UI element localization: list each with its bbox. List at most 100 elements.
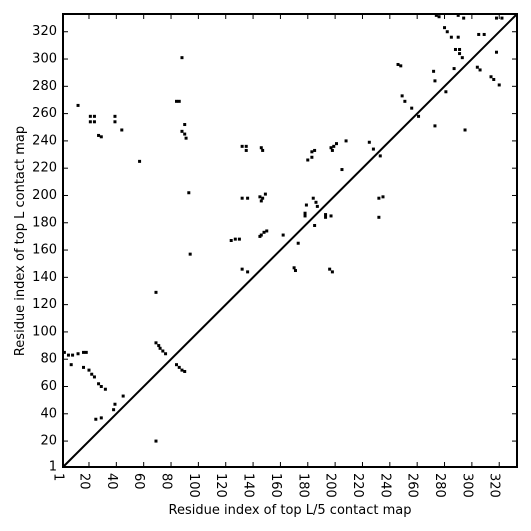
contact-point <box>244 144 248 148</box>
contact-point <box>97 133 101 137</box>
contact-point <box>443 26 447 30</box>
contact-point <box>158 346 162 350</box>
contact-point <box>82 365 86 369</box>
contact-point <box>99 384 103 388</box>
contact-point <box>183 369 187 373</box>
contact-point <box>259 199 263 203</box>
contact-point <box>97 382 101 386</box>
contact-point <box>311 196 315 200</box>
contact-point <box>329 146 333 150</box>
contact-point <box>497 83 501 87</box>
x-tick-label: 180 <box>295 473 310 498</box>
y-tick-label: 160 <box>32 243 57 258</box>
contact-point <box>92 120 96 124</box>
contact-point <box>180 56 184 60</box>
contact-point <box>177 365 181 369</box>
y-tick-label: 320 <box>32 24 57 39</box>
y-tick-label: 20 <box>40 434 57 449</box>
y-tick-label: 200 <box>32 188 57 203</box>
contact-point <box>188 252 192 256</box>
contact-point <box>433 124 437 128</box>
contact-point <box>434 13 438 17</box>
x-tick-label: 40 <box>104 473 119 490</box>
contact-point <box>180 368 184 372</box>
contact-point <box>334 142 338 146</box>
contact-point <box>157 344 161 348</box>
contact-point <box>244 148 248 152</box>
contact-point <box>246 270 250 274</box>
x-tick-label: 80 <box>159 473 174 490</box>
contact-point <box>328 267 332 271</box>
y-tick-label: 280 <box>32 79 57 94</box>
contact-point <box>113 114 117 118</box>
contact-point <box>399 64 403 68</box>
x-tick-label: 60 <box>131 473 146 490</box>
contact-point <box>76 103 80 107</box>
contact-point <box>121 394 125 398</box>
x-tick-label: 260 <box>405 473 420 498</box>
x-tick-label: 160 <box>268 473 283 498</box>
plot-frame <box>62 13 518 468</box>
contact-point <box>500 16 504 20</box>
contact-point <box>458 52 462 56</box>
contact-point <box>462 16 466 20</box>
contact-point <box>310 155 314 159</box>
contact-point <box>154 341 158 345</box>
y-tick-label: 140 <box>32 270 57 285</box>
contact-point <box>258 195 262 199</box>
contact-point <box>460 56 464 60</box>
contact-point <box>92 375 96 379</box>
x-tick-label: 100 <box>186 473 201 498</box>
contact-point <box>482 32 486 36</box>
contact-point <box>175 99 178 103</box>
contact-point <box>184 136 188 140</box>
y-axis-label: Residue index of top L contact map <box>13 126 28 356</box>
contact-point <box>258 234 262 238</box>
contact-point <box>138 159 142 163</box>
contact-point <box>494 16 498 20</box>
contact-point <box>87 368 91 372</box>
contact-point <box>396 62 400 66</box>
contact-point <box>344 139 348 143</box>
contact-point <box>417 114 421 118</box>
x-tick-label: 200 <box>323 473 338 498</box>
x-axis-label: Residue index of top L/5 contact map <box>169 503 412 518</box>
contact-point <box>99 416 103 420</box>
contact-point <box>113 120 117 124</box>
contact-point <box>183 132 187 136</box>
contact-point <box>400 94 404 98</box>
contact-point <box>306 158 310 162</box>
contact-point <box>433 79 437 83</box>
x-tick-label: 300 <box>459 473 474 498</box>
contact-point <box>161 349 165 353</box>
contact-point <box>233 237 237 241</box>
contact-point <box>237 237 241 241</box>
contact-point <box>410 106 414 110</box>
contact-point <box>463 128 467 132</box>
contact-point <box>303 211 307 215</box>
contact-point <box>240 267 244 271</box>
contact-point <box>154 439 158 443</box>
y-tick-label: 1 <box>49 460 57 475</box>
contact-point <box>456 13 460 17</box>
contact-point <box>489 75 493 79</box>
contact-point <box>444 90 448 94</box>
contact-point <box>458 47 462 51</box>
contact-point <box>183 123 187 127</box>
contact-point <box>456 35 460 39</box>
contact-point <box>378 154 382 158</box>
contact-point <box>293 269 297 273</box>
contact-point <box>432 69 436 73</box>
diagonal <box>62 13 518 468</box>
contact-point <box>164 352 168 356</box>
contact-point <box>259 146 263 150</box>
contact-point <box>94 417 98 421</box>
contact-point <box>82 350 86 354</box>
y-tick-label: 300 <box>32 52 57 67</box>
contact-point <box>92 114 96 118</box>
contact-point <box>445 30 449 34</box>
contact-point <box>262 230 266 234</box>
contact-point <box>304 203 308 207</box>
contact-point <box>103 387 107 391</box>
